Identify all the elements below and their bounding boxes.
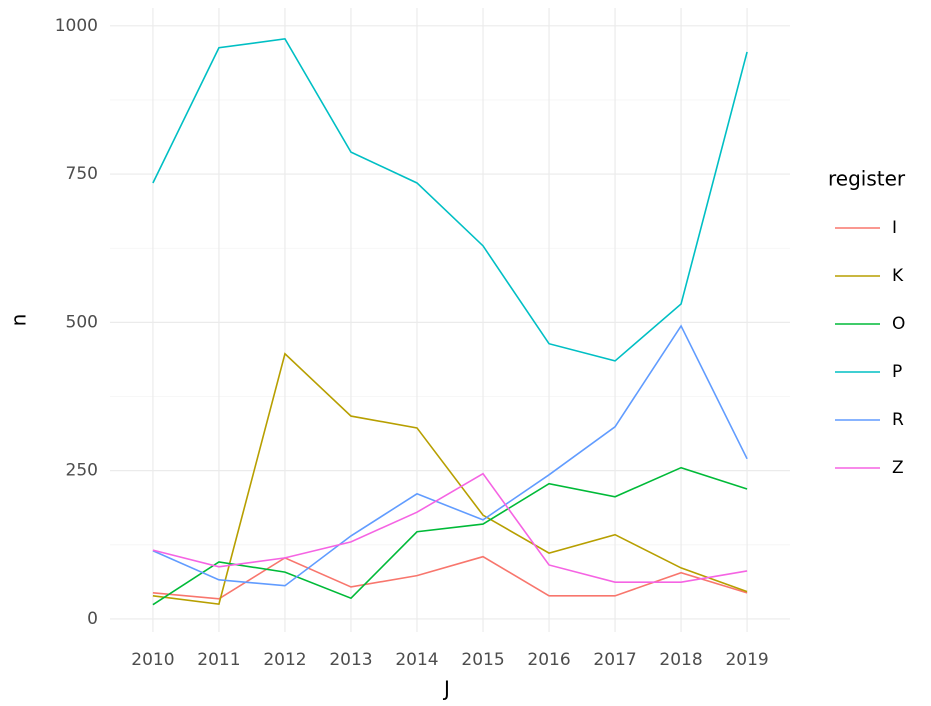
- x-tick-label: 2019: [725, 650, 768, 670]
- series-line: [152, 37, 748, 362]
- y-tick-label: 0: [87, 609, 98, 629]
- legend-label: I: [892, 218, 897, 238]
- x-tick-label: 2010: [131, 650, 174, 670]
- x-tick-label: 2013: [329, 650, 372, 670]
- legend-label: Z: [892, 458, 904, 478]
- series-line: [152, 472, 748, 583]
- x-axis-label: J: [442, 677, 450, 701]
- series-line: [152, 324, 748, 587]
- x-tick-label: 2018: [659, 650, 702, 670]
- x-tick-label: 2012: [263, 650, 306, 670]
- y-tick-label: 1000: [55, 16, 98, 36]
- series-line: [152, 352, 748, 606]
- x-tick-label: 2016: [527, 650, 570, 670]
- y-tick-label: 750: [66, 164, 98, 184]
- legend-label: R: [892, 410, 904, 430]
- x-tick-label: 2015: [461, 650, 504, 670]
- series-line: [152, 555, 748, 600]
- series-line: [152, 466, 748, 606]
- y-axis-label: n: [7, 314, 31, 327]
- legend-label: O: [892, 314, 905, 334]
- x-tick-label: 2017: [593, 650, 636, 670]
- y-tick-label: 500: [66, 312, 98, 332]
- x-tick-label: 2014: [395, 650, 438, 670]
- y-tick-label: 250: [66, 461, 98, 481]
- legend-label: K: [892, 266, 904, 286]
- x-tick-label: 2011: [197, 650, 240, 670]
- legend-title: register: [828, 167, 906, 191]
- legend-label: P: [892, 362, 902, 382]
